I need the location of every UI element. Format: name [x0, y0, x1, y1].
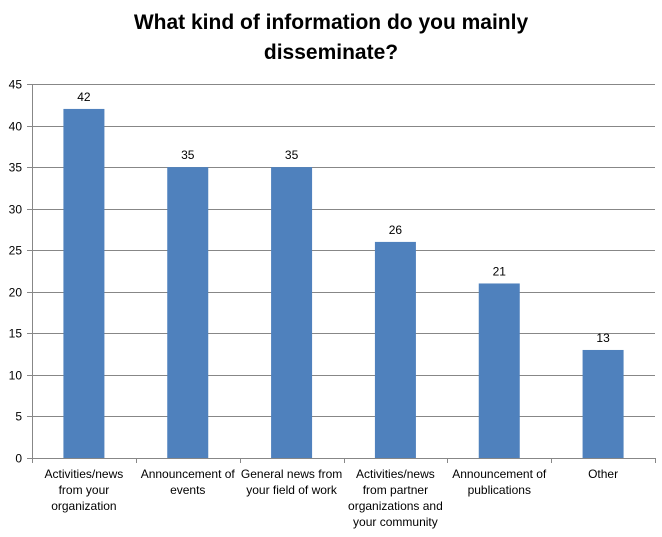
y-tick-label: 40	[9, 120, 23, 134]
bar	[271, 167, 313, 458]
x-category-label-line: Other	[588, 467, 619, 481]
chart-title-line-2: disseminate?	[263, 41, 399, 64]
x-category-label: Announcement of publications	[447, 466, 551, 498]
data-label: 35	[181, 148, 195, 162]
chart-title-line-1: What kind of information do you mainly	[133, 11, 529, 34]
x-category-label: Activities/news from partner organizations…	[343, 466, 447, 530]
bar	[478, 283, 520, 458]
x-category-label: General news from your field of work	[240, 466, 344, 498]
x-category-label-line: your community	[353, 515, 438, 529]
x-category-label: Activities/news from your organization	[32, 466, 136, 514]
chart-title: What kind of information do you mainly d…	[0, 8, 662, 68]
y-tick-label: 20	[9, 286, 23, 300]
y-tick-label: 15	[9, 327, 23, 341]
y-tick-label: 5	[15, 410, 22, 424]
y-tick-label: 10	[9, 369, 23, 383]
x-category-label-line: events	[170, 483, 206, 497]
x-category-label-line: publications	[467, 483, 531, 497]
x-category-label-line: Activities/news	[356, 467, 435, 481]
x-category-label-line: Activities/news	[44, 467, 124, 481]
x-category-label-line: organizations and	[348, 499, 443, 513]
x-category-label: Other	[551, 466, 655, 482]
x-category-label-line: from partner	[362, 483, 429, 497]
data-label: 21	[493, 264, 507, 278]
x-category-label-line: Announcement of	[140, 467, 235, 481]
x-category-label: Announcement of events	[136, 466, 240, 498]
data-label: 35	[285, 148, 299, 162]
bar	[63, 108, 105, 458]
bar	[374, 241, 416, 458]
x-category-label-line: General news from	[240, 467, 343, 481]
x-category-label-line: organization	[51, 499, 117, 513]
bar	[582, 349, 624, 458]
x-category-label-line: your field of work	[246, 483, 337, 497]
y-tick-label: 30	[9, 203, 23, 217]
x-category-label-line: from your	[58, 483, 110, 497]
bar	[167, 167, 209, 458]
x-category-label-line: Announcement of	[452, 467, 547, 481]
y-tick-label: 45	[9, 78, 23, 92]
y-tick-label: 0	[15, 452, 22, 466]
data-label: 26	[389, 223, 403, 237]
data-label: 13	[596, 331, 610, 345]
data-label: 42	[77, 90, 91, 104]
y-tick-label: 25	[9, 244, 23, 258]
y-tick-label: 35	[9, 161, 23, 175]
